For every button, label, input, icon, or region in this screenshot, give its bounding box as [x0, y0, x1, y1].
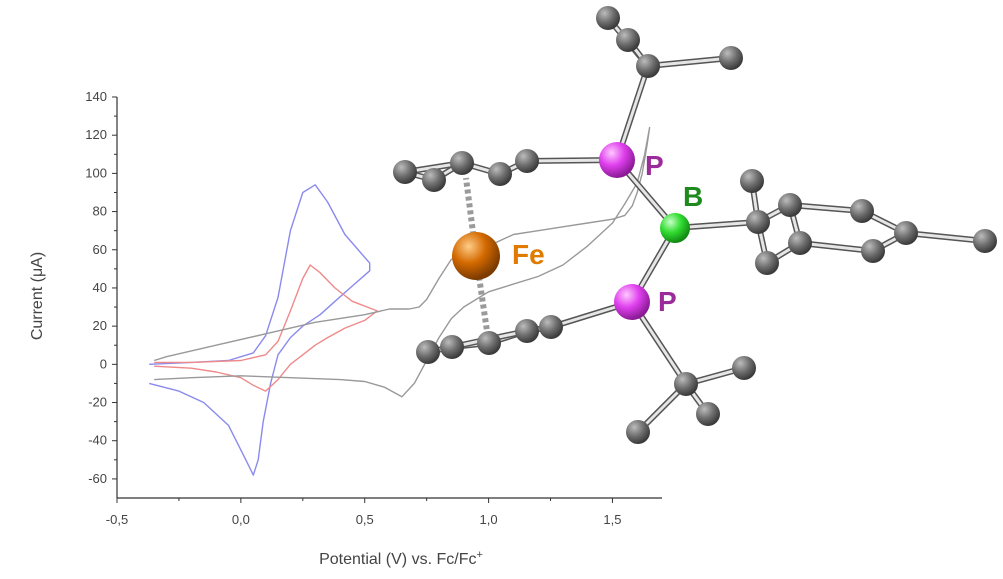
- y-tick-label: 0: [100, 356, 107, 371]
- carbon-atom: [416, 340, 440, 364]
- carbon-atom: [894, 221, 918, 245]
- carbon-atom: [515, 149, 539, 173]
- carbon-atom: [861, 239, 885, 263]
- carbon-atom: [626, 420, 650, 444]
- y-axis-title: Current (μA): [29, 252, 46, 340]
- bond-highlight: [798, 241, 875, 253]
- y-tick-label: 140: [85, 89, 107, 104]
- x-tick-label: 0,5: [356, 512, 374, 527]
- carbon-atom: [422, 168, 446, 192]
- carbon-atom: [719, 46, 743, 70]
- carbon-atom: [778, 193, 802, 217]
- carbon-atom: [755, 251, 779, 275]
- molecule-structure: Fe P B P: [393, 6, 997, 444]
- y-tick-label: 20: [93, 318, 107, 333]
- y-tick-label: 120: [85, 127, 107, 142]
- phosphorus-atom: [614, 284, 650, 320]
- carbon-atom: [636, 54, 660, 78]
- atoms: [393, 6, 997, 444]
- y-tick-label: 100: [85, 165, 107, 180]
- boron-atom: [660, 213, 690, 243]
- carbon-atom: [674, 372, 698, 396]
- bond-highlight: [646, 56, 733, 68]
- x-axis-title: Potential (V) vs. Fc/Fc+: [319, 549, 483, 568]
- p-top-label: P: [645, 150, 664, 181]
- y-tick-label: 60: [93, 242, 107, 257]
- fe-cp-interaction: [463, 177, 479, 257]
- carbon-atom: [488, 162, 512, 186]
- carbon-atom: [696, 402, 720, 426]
- cyclic-voltammogram: -60 -40 -20 0 20 40 60 80 100 120 140 -0,5 0,0 0,5 1,0…: [29, 89, 662, 568]
- y-tick-label: 80: [93, 204, 107, 219]
- carbon-atom: [850, 199, 874, 223]
- series-line-1: [149, 184, 371, 476]
- series-line-2: [154, 264, 378, 392]
- chart-ticks: -60 -40 -20 0 20 40 60 80 100 120 140 -0,5 0,0 0,5 1,0…: [85, 89, 621, 527]
- p-bottom-label: P: [658, 286, 677, 317]
- y-tick-label: -40: [88, 433, 107, 448]
- x-tick-label: 1,0: [480, 512, 498, 527]
- carbon-atom: [596, 6, 620, 30]
- y-tick-label: -20: [88, 395, 107, 410]
- chart-series: [149, 126, 651, 476]
- carbon-atom: [740, 169, 764, 193]
- series-line-3: [153, 126, 651, 398]
- bond-highlight: [788, 203, 864, 213]
- carbon-atom: [746, 210, 770, 234]
- x-tick-label: 0,0: [232, 512, 250, 527]
- carbon-atom: [393, 160, 417, 184]
- b-label: B: [683, 181, 703, 212]
- y-tick-label: 40: [93, 280, 107, 295]
- x-tick-label: -0,5: [106, 512, 128, 527]
- carbon-atom: [788, 231, 812, 255]
- carbon-atom: [539, 315, 563, 339]
- y-tick-label: -60: [88, 471, 107, 486]
- carbon-atom: [616, 28, 640, 52]
- carbon-atom: [440, 335, 464, 359]
- bond-highlight: [904, 231, 987, 243]
- carbon-atom: [515, 319, 539, 343]
- carbon-atom: [732, 356, 756, 380]
- fe-label: Fe: [512, 239, 545, 270]
- x-tick-label: 1,5: [603, 512, 621, 527]
- carbon-atom: [477, 331, 501, 355]
- phosphorus-atom: [599, 142, 635, 178]
- chart-axes: [116, 97, 662, 499]
- iron-atom: [452, 232, 500, 280]
- carbon-atom: [450, 151, 474, 175]
- carbon-atom: [973, 229, 997, 253]
